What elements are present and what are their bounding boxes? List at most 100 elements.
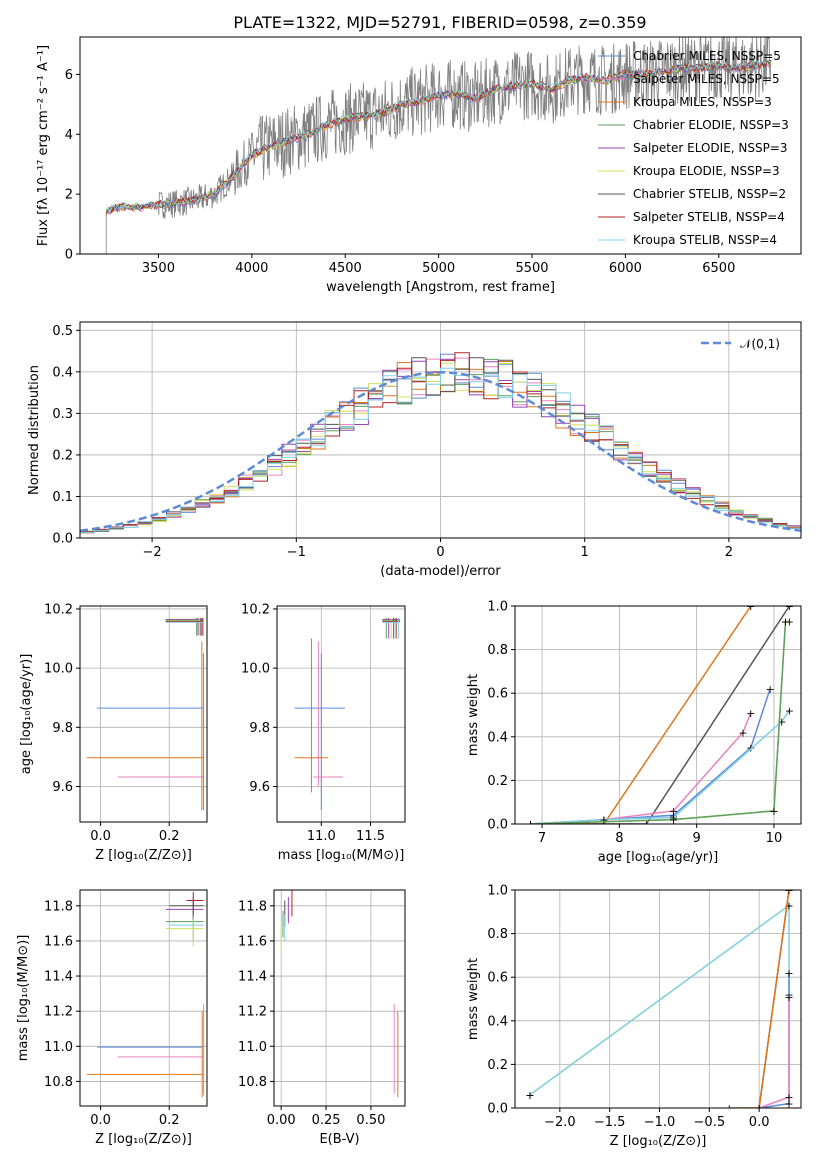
- y-axis-label: age [log₁₀(age/yr)]: [19, 654, 34, 775]
- y-tick-label: 4: [65, 128, 73, 143]
- legend-entry: Kroupa MILES, NSSP=3: [633, 95, 772, 109]
- legend-entry: Kroupa STELIB, NSSP=4: [633, 233, 777, 247]
- data-marker: +: [599, 814, 608, 827]
- x-tick-label: −1: [287, 545, 306, 560]
- x-tick-label: 0.00: [267, 1113, 296, 1128]
- data-marker: +: [769, 805, 778, 818]
- y-tick-label: 0.4: [52, 365, 73, 380]
- x-tick-label: 11.0: [307, 829, 336, 844]
- y-tick-label: 10.0: [44, 662, 73, 677]
- y-tick-label: 2: [65, 188, 73, 203]
- cumulative-weight-line-5: [758, 996, 790, 1108]
- x-tick-label: 3500: [142, 261, 175, 276]
- y-tick-label: 0.4: [487, 1014, 508, 1029]
- data-marker: +: [526, 818, 535, 831]
- data-marker: +: [599, 814, 608, 827]
- data-marker: +: [746, 707, 755, 720]
- y-tick-label: 11.2: [238, 1005, 267, 1020]
- x-tick-label: 6500: [702, 261, 735, 276]
- x-axis-label: mass [log₁₀(M/M⊙)]: [278, 848, 405, 863]
- data-marker: +: [526, 818, 535, 831]
- grid-lines: [515, 605, 801, 825]
- grid-lines: [80, 890, 207, 1106]
- data-marker: +: [599, 814, 608, 827]
- data-marker: +: [755, 1102, 764, 1115]
- data-marker: +: [777, 716, 786, 729]
- x-tick-label: 0.2: [159, 1113, 180, 1128]
- x-tick-label: 10: [766, 831, 783, 846]
- x-tick-label: −0.5: [694, 1115, 726, 1130]
- legend-entry: Salpeter STELIB, NSSP=4: [633, 210, 785, 224]
- panel-massweight_vs_Z: ++++++++ +++ +++++−2.0 −1.5 −1.0 −0.5 0.0 0.0 0.…: [466, 884, 802, 1149]
- legend-entry: Kroupa ELODIE, NSSP=3: [633, 164, 780, 178]
- data-marker: +: [526, 818, 535, 831]
- cumulative-weight-line-6: [530, 621, 787, 824]
- x-tick-label: 0.0: [90, 1113, 111, 1128]
- y-tick-label: 0.8: [487, 643, 508, 658]
- legend-entry: Salpeter ELODIE, NSSP=3: [633, 141, 788, 155]
- data-marker: +: [525, 1089, 534, 1102]
- legend-entry: Chabrier STELIB, NSSP=2: [633, 187, 786, 201]
- axes-frame: [514, 889, 802, 1109]
- axes-frame: [79, 36, 802, 255]
- legend: Chabrier MILES, NSSP=5 Salpeter MILES, NS…: [598, 49, 789, 247]
- panel-residuals: −2 −1 0 1 2 0.0 0.1 0.2 0.3 0.4 0.5 (data-model)/er…: [27, 321, 802, 579]
- y-tick-label: 11.8: [44, 899, 73, 914]
- legend-entry: Chabrier ELODIE, NSSP=3: [633, 118, 789, 132]
- x-axis-label: Z [log₁₀(Z/Z⊙)]: [610, 1134, 707, 1149]
- data-marker: +: [784, 1091, 793, 1104]
- x-tick-label: 2: [725, 545, 733, 560]
- y-tick-label: 10.2: [44, 602, 73, 617]
- x-tick-label: −2: [143, 545, 162, 560]
- y-tick-label: 11.4: [238, 970, 267, 985]
- panel-age_vs_Z: 0.0 0.2 9.6 9.8 10.0 10.2 Z [log₁₀(Z/Z⊙)] age […: [19, 602, 208, 863]
- residual-histogram-6: [80, 357, 801, 533]
- y-tick-label: 11.2: [44, 1005, 73, 1020]
- y-tick-label: 0.3: [52, 407, 73, 422]
- y-tick-label: 10.8: [238, 1075, 267, 1090]
- panel-age_vs_mass: 11.0 11.5 9.6 9.8 10.0 10.2 mass [log₁₀(M/M⊙)]: [241, 602, 406, 863]
- x-tick-label: 5000: [422, 261, 455, 276]
- cumulative-weight-line-1: [529, 903, 790, 1096]
- y-tick-label: 11.6: [44, 934, 73, 949]
- y-tick-label: 0.6: [487, 687, 508, 702]
- plot-area: [280, 890, 399, 1098]
- y-tick-label: 0.0: [487, 1102, 508, 1117]
- y-tick-label: 0.0: [487, 818, 508, 833]
- data-marker: +: [765, 683, 774, 696]
- data-marker: +: [738, 726, 747, 739]
- data-marker: +: [725, 1102, 734, 1115]
- x-tick-label: 0.0: [90, 829, 111, 844]
- y-tick-label: 0.0: [52, 532, 73, 547]
- y-tick-label: 1.0: [487, 884, 508, 899]
- cumulative-weight-line-4: [530, 710, 791, 824]
- y-tick-label: 0.2: [487, 774, 508, 789]
- y-tick-label: 6: [65, 68, 73, 83]
- panel-spectrum: 3500 4000 4500 5000 5500 6000 6500 0 2 4 6 waveleng…: [36, 13, 802, 295]
- x-axis-label: E(B-V): [319, 1132, 359, 1147]
- x-axis-label: age [log₁₀(age/yr)]: [598, 850, 719, 865]
- plot-area: + +++ +++ + ++++ +++++ + ++++ +++++ +++: [526, 606, 794, 831]
- panel-mass_vs_ebv: 0.00 0.25 0.50 10.8 11.0 11.2 11.4 11.6 11.8 E(B-…: [238, 889, 406, 1147]
- y-tick-label: 0: [65, 248, 73, 263]
- x-axis-label: Z [log₁₀(Z/Z⊙)]: [95, 848, 192, 863]
- plot-area: [86, 617, 205, 811]
- data-marker: +: [526, 818, 535, 831]
- y-tick-label: 0.1: [52, 490, 73, 505]
- y-tick-label: 0.6: [487, 971, 508, 986]
- x-tick-label: −2.0: [544, 1115, 576, 1130]
- chart-title: PLATE=1322, MJD=52791, FIBERID=0598, z=0…: [233, 13, 646, 32]
- y-tick-label: 1.0: [487, 600, 508, 615]
- x-axis-label: wavelength [Angstrom, rest frame]: [326, 280, 555, 295]
- x-tick-label: −1.0: [644, 1115, 676, 1130]
- y-tick-label: 10.8: [44, 1075, 73, 1090]
- y-axis-label: Normed distribution: [27, 365, 42, 495]
- plot-area: [86, 891, 205, 1098]
- data-marker: +: [525, 1089, 534, 1102]
- data-marker: +: [669, 811, 678, 824]
- panel-massweight_vs_age: + +++ +++ + ++++ +++++ + ++++ +++++ +++7 8 9 10 0.0 0.…: [466, 600, 802, 865]
- data-marker: +: [781, 615, 790, 628]
- cumulative-weight-line-3: [729, 890, 790, 1108]
- legend-entry: Chabrier MILES, NSSP=5: [633, 49, 781, 63]
